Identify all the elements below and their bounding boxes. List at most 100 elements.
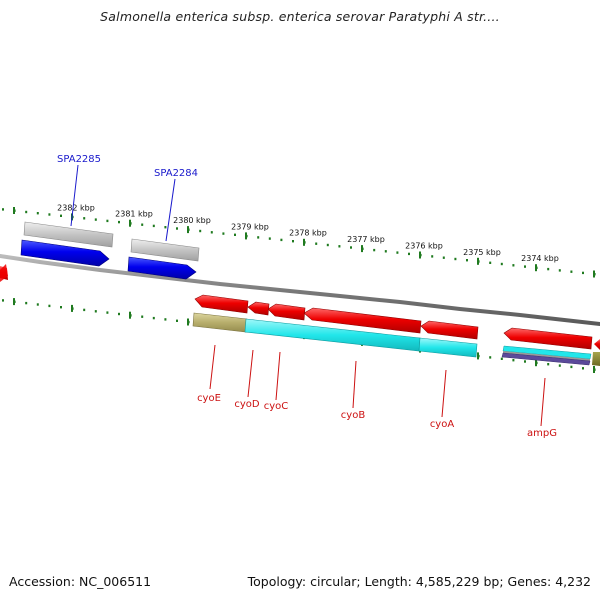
ruler-dot [106, 219, 109, 223]
ruler-major-tick [593, 270, 595, 278]
gene-leader-lines [70, 164, 546, 427]
ruler-dot [257, 236, 260, 239]
gene-label-spa2284[interactable]: SPA2284 [154, 168, 198, 179]
gene-arrow-offscreen-right[interactable] [594, 339, 600, 350]
gene-label-cyob[interactable]: cyoB [341, 410, 366, 421]
gene-label-cyoe[interactable]: cyoE [197, 393, 221, 404]
ruler-dot [234, 233, 236, 236]
gene-label-cyoc[interactable]: cyoC [264, 401, 289, 412]
ruler-dot [524, 265, 526, 268]
ruler-dot [292, 240, 294, 243]
gene-arrow-cyoe[interactable] [194, 294, 249, 314]
ruler-dot [431, 255, 434, 258]
ruler-dot [83, 308, 86, 312]
ruler-major-tick [129, 219, 131, 227]
ruler-label: 2379 kbp [231, 222, 269, 231]
ruler-dot [315, 242, 318, 245]
leader-ampg [540, 377, 546, 427]
leader-cyob [352, 360, 357, 409]
ruler-major-tick [187, 226, 189, 234]
ruler-major-tick [303, 238, 305, 246]
ruler-dot [524, 360, 526, 363]
ruler-major-tick [361, 245, 363, 253]
ruler-dot [396, 251, 399, 254]
ruler-label: 2378 kbp [289, 229, 327, 238]
ruler-dot [141, 223, 144, 226]
reverse-strand-features [192, 294, 600, 366]
ruler-dot [558, 269, 561, 272]
gene-feature-spa2284-gray[interactable] [130, 238, 200, 262]
ruler-dot [36, 303, 39, 306]
ruler-dot [25, 301, 28, 305]
ruler-major-tick [477, 257, 479, 265]
ruler-label: 2380 kbp [173, 216, 211, 225]
ruler-dot [2, 208, 4, 211]
feature-cyoa-cyan[interactable] [418, 337, 478, 358]
gene-label-cyoa[interactable]: cyoA [430, 419, 455, 430]
ruler-dot [48, 213, 51, 216]
ruler-dot [2, 299, 4, 302]
feature-ampg-violet[interactable] [501, 352, 591, 366]
leader-spa2285 [70, 164, 79, 227]
ruler-dot [512, 359, 515, 362]
ruler-label: 2377 kbp [347, 235, 385, 244]
accession-label: Accession: NC_006511 [9, 574, 152, 589]
ruler-dot [500, 262, 503, 266]
ruler-dot [454, 257, 457, 261]
ruler-dot [210, 231, 213, 234]
ruler-dot [570, 365, 573, 369]
ruler-dot [106, 311, 109, 314]
ruler-label: 2375 kbp [463, 248, 501, 257]
ruler-dot [176, 319, 178, 322]
gene-arrow-cyoc[interactable] [267, 303, 306, 321]
gene-feature-spa2285-gray[interactable] [23, 221, 114, 248]
feature-cyoe-olive[interactable] [192, 312, 248, 333]
ruler-major-tick [535, 264, 537, 272]
ruler-major-tick [129, 311, 131, 319]
genome-backbone [0, 254, 600, 326]
ruler-major-tick [245, 232, 247, 240]
ruler-major-tick [593, 366, 595, 373]
map-title: Salmonella enterica subsp. enterica sero… [100, 9, 500, 24]
ruler-dot [94, 218, 97, 221]
ruler-dot [547, 363, 550, 366]
ruler-dot [512, 264, 515, 267]
ruler-label: 2381 kbp [115, 210, 153, 219]
topology-summary: Topology: circular; Length: 4,585,229 bp… [247, 574, 591, 589]
gene-arrow-cyod[interactable] [247, 301, 270, 316]
ruler-dot [489, 261, 492, 264]
ruler-dot [94, 310, 97, 313]
ruler-dot [373, 248, 376, 252]
ruler-dot [83, 217, 86, 220]
ruler-labels: 2382 kbp 2381 kbp 2380 kbp 2379 kbp 2378 kbp… [57, 203, 559, 263]
leader-cyoc [275, 351, 281, 401]
gene-labels: SPA2285 SPA2284 cyoE cyoD cyoC cyoB cyoA… [57, 154, 557, 439]
ruler-dot [141, 315, 144, 318]
ruler-dot [118, 312, 120, 316]
ruler-dot [489, 356, 492, 359]
ruler-dot [25, 210, 28, 214]
forward-strand-features [20, 221, 200, 280]
ruler-dot [60, 306, 62, 309]
ruler-dot [408, 252, 410, 256]
ruler-major-tick [71, 304, 73, 312]
gene-label-cyod[interactable]: cyoD [234, 399, 260, 410]
gene-label-ampg[interactable]: ampG [527, 428, 557, 439]
leader-cyod [247, 349, 254, 398]
ruler-dot [118, 220, 120, 224]
gene-arrow-cyoa[interactable] [420, 320, 479, 340]
gene-arrow-cyob[interactable] [303, 307, 422, 334]
gene-arrow-ampg[interactable] [503, 327, 593, 350]
ruler-dot [222, 232, 225, 235]
ruler-dot [384, 250, 387, 253]
ruler-label: 2382 kbp [57, 203, 95, 212]
gene-arrow-spa2284[interactable] [127, 256, 197, 280]
ruler-dot [280, 238, 283, 242]
ruler-dot [500, 357, 503, 360]
ruler-major-tick [13, 298, 15, 306]
feature-offscreen-right-olive[interactable] [592, 352, 600, 366]
gene-arrow-spa2285[interactable] [20, 239, 110, 267]
gene-label-spa2285[interactable]: SPA2285 [57, 154, 101, 165]
ruler-dot [466, 259, 468, 262]
